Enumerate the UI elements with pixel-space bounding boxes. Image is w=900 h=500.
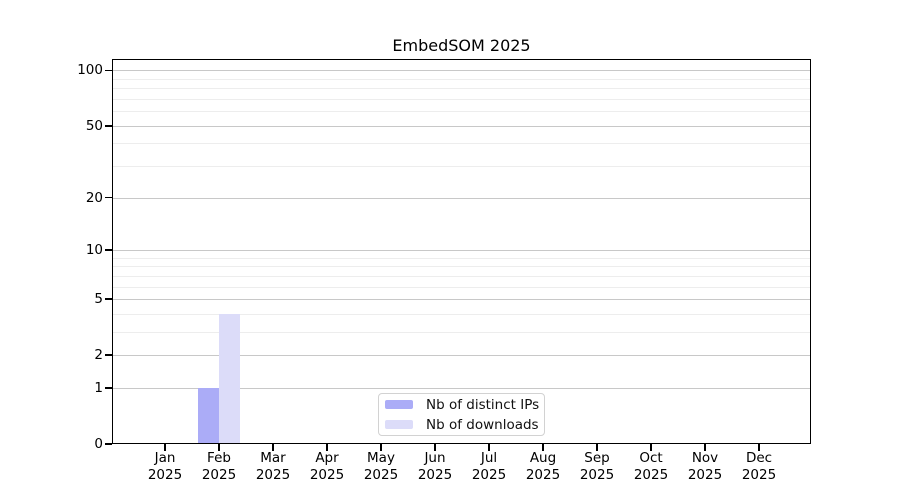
x-tick-mark <box>704 444 706 451</box>
gridline-minor <box>112 111 811 113</box>
x-tick-month: Apr <box>315 450 339 466</box>
gridline-major <box>112 249 811 251</box>
y-tick-label: 100 <box>77 62 103 79</box>
y-tick-mark <box>105 125 112 127</box>
y-tick-mark <box>105 443 112 445</box>
legend-item: Nb of downloads <box>385 417 544 433</box>
x-tick-mark <box>164 444 166 451</box>
x-tick-label: Dec 2025 <box>729 450 789 484</box>
gridline-minor <box>112 98 811 100</box>
gridline-minor <box>112 78 811 80</box>
x-tick-label: Apr 2025 <box>297 450 357 484</box>
x-tick-mark <box>326 444 328 451</box>
gridline-major <box>112 70 811 72</box>
x-tick-mark <box>272 444 274 451</box>
gridline-major <box>112 197 811 199</box>
x-tick-month: Jan <box>154 450 176 466</box>
x-tick-year: 2025 <box>255 467 291 483</box>
x-tick-month: Sep <box>584 450 610 466</box>
legend-item: Nb of distinct IPs <box>385 397 544 413</box>
plot-area <box>112 59 811 444</box>
y-tick-mark <box>105 249 112 251</box>
legend-label: Nb of distinct IPs <box>426 396 540 413</box>
y-tick-label: 50 <box>85 117 103 134</box>
x-tick-year: 2025 <box>363 467 399 483</box>
gridline-major <box>112 387 811 389</box>
gridline-major <box>112 355 811 357</box>
gridline-minor <box>112 286 811 288</box>
x-tick-month: Jul <box>480 450 498 466</box>
y-tick-mark <box>105 196 112 199</box>
x-tick-label: Nov 2025 <box>675 450 735 484</box>
y-tick-mark <box>105 69 112 72</box>
x-tick-month: Nov <box>691 450 719 466</box>
x-tick-month: May <box>367 450 395 466</box>
x-tick-label: Aug 2025 <box>513 450 573 484</box>
x-tick-label: Mar 2025 <box>243 450 303 484</box>
gridline-minor <box>112 275 811 277</box>
legend-label: Nb of downloads <box>426 416 539 433</box>
gridline-minor <box>112 331 811 333</box>
x-tick-month: Feb <box>207 450 231 466</box>
x-tick-mark <box>542 444 544 451</box>
x-tick-year: 2025 <box>309 467 345 483</box>
x-tick-mark <box>758 444 760 451</box>
y-tick-label: 2 <box>94 347 103 364</box>
x-tick-year: 2025 <box>525 467 561 483</box>
bar-nb-of-downloads <box>219 313 240 444</box>
gridline-minor <box>112 166 811 167</box>
x-tick-year: 2025 <box>741 467 777 483</box>
x-tick-year: 2025 <box>201 467 237 483</box>
x-tick-mark <box>650 444 652 451</box>
x-tick-year: 2025 <box>579 467 615 483</box>
x-tick-month: Aug <box>529 450 557 466</box>
x-tick-year: 2025 <box>633 467 669 483</box>
x-tick-label: Oct 2025 <box>621 450 681 484</box>
gridline-minor <box>112 313 811 315</box>
y-tick-mark <box>105 298 112 300</box>
gridline-minor <box>112 143 811 145</box>
x-tick-mark <box>434 444 436 451</box>
x-tick-month: Jun <box>424 450 446 466</box>
legend: Nb of distinct IPs Nb of downloads <box>378 393 545 436</box>
x-tick-year: 2025 <box>147 467 183 483</box>
y-tick-label: 1 <box>94 379 103 396</box>
y-tick-label: 0 <box>94 436 103 452</box>
y-tick-mark <box>105 387 112 389</box>
x-tick-year: 2025 <box>471 467 507 483</box>
gridline-minor <box>112 88 811 90</box>
gridline-minor <box>112 266 811 268</box>
x-tick-month: Mar <box>260 450 286 466</box>
bar-nb-of-distinct-ips <box>198 387 219 444</box>
y-tick-label: 20 <box>85 189 103 206</box>
x-tick-year: 2025 <box>687 467 723 483</box>
x-tick-year: 2025 <box>417 467 453 483</box>
x-tick-label: Jul 2025 <box>459 450 519 484</box>
x-tick-mark <box>596 444 598 451</box>
x-tick-label: Sep 2025 <box>567 450 627 484</box>
x-tick-label: May 2025 <box>351 450 411 484</box>
x-tick-mark <box>218 444 220 451</box>
legend-swatch <box>385 400 413 409</box>
chart-title: EmbedSOM 2025 <box>392 36 531 55</box>
x-tick-month: Dec <box>745 450 773 466</box>
y-tick-label: 10 <box>85 241 103 258</box>
x-tick-label: Feb 2025 <box>189 450 249 484</box>
legend-swatch <box>385 420 413 429</box>
gridline-major <box>112 125 811 127</box>
y-tick-label: 5 <box>94 291 103 307</box>
x-tick-month: Oct <box>639 450 663 466</box>
x-tick-label: Jan 2025 <box>135 450 195 484</box>
x-tick-mark <box>380 444 382 451</box>
x-tick-mark <box>488 444 490 451</box>
gridline-major <box>112 299 811 300</box>
y-tick-mark <box>105 354 112 356</box>
x-tick-label: Jun 2025 <box>405 450 465 484</box>
gridline-minor <box>112 257 811 259</box>
